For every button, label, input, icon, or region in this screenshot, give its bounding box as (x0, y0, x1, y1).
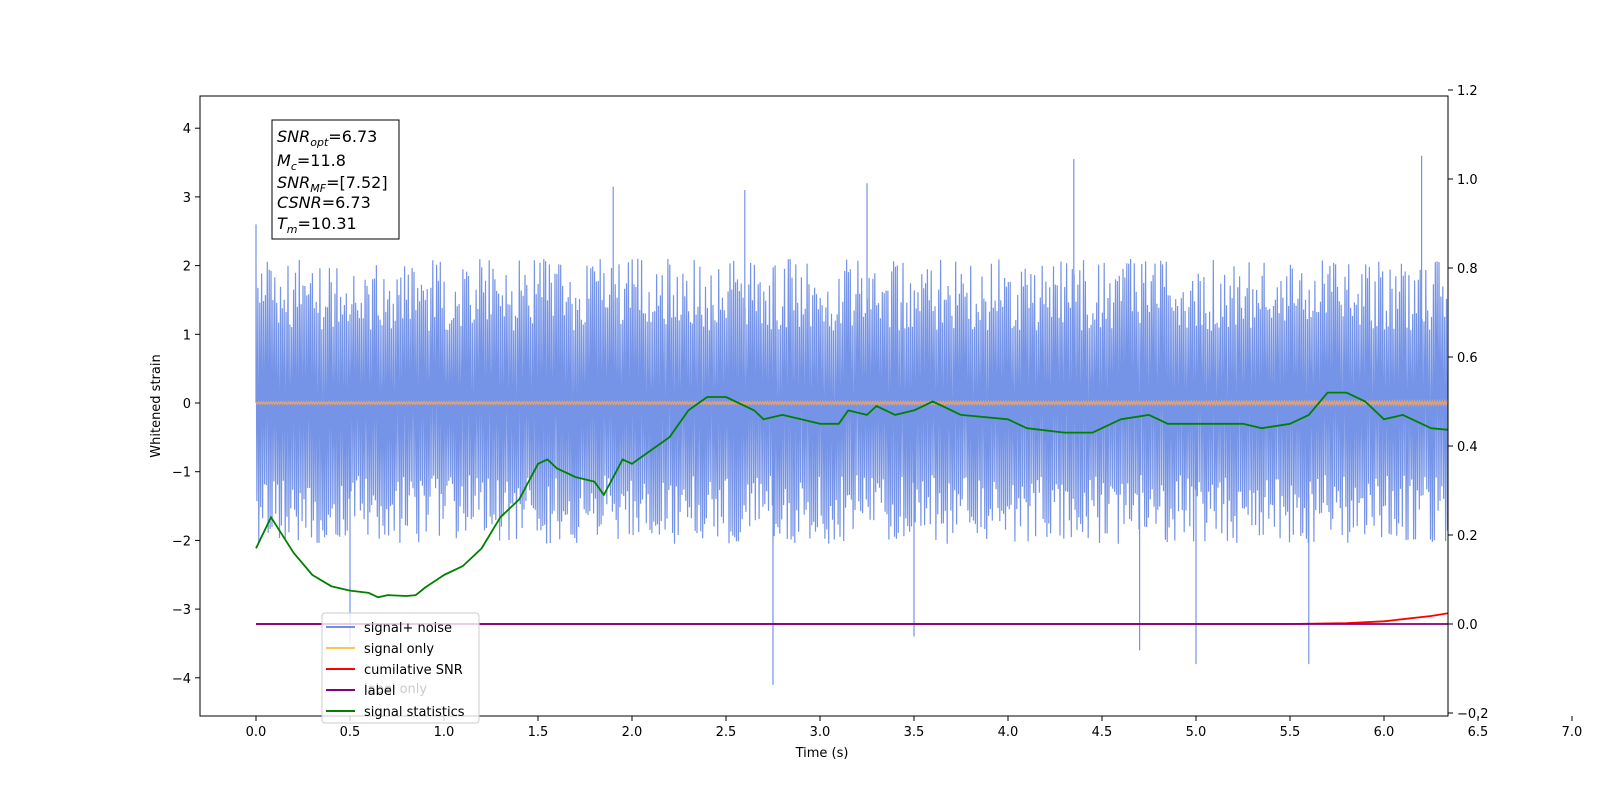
y2-tick-label: 0.6 (1457, 351, 1478, 366)
x-tick-label: 2.0 (622, 725, 643, 740)
legend: label only signal+ noise signal only cumil… (321, 612, 480, 724)
y2-tick-label: 1.2 (1457, 84, 1478, 99)
series-cumulative-snr (256, 612, 1448, 625)
legend-label: signal+ noise (364, 621, 452, 636)
y2-tick-label: −0.2 (1457, 707, 1489, 722)
annotation-mc: Mc=11.8 (277, 151, 346, 173)
y2-tick-label: 1.0 (1457, 173, 1478, 188)
annotation-csnr: CSNR=6.73 (277, 193, 371, 212)
y-tick-label: −2 (172, 534, 191, 549)
x-tick-label: 7.0 (1562, 725, 1583, 740)
x-tick-label: 6.5 (1468, 725, 1489, 740)
series-signal-noise (255, 155, 1448, 685)
y-tick-label: 0 (183, 397, 191, 412)
x-axis: 0.0 0.5 1.0 1.5 2.0 2.5 3.0 3.5 4.0 4.5 5.0 5.5 6.0 6… (246, 716, 1583, 740)
x-tick-label: 1.5 (528, 725, 549, 740)
parameter-annotation: SNRopt=6.73 Mc=11.8 SNRMF=[7.52] CSNR=6.… (271, 119, 400, 240)
plot-frame (199, 95, 1449, 717)
y2-tick-label: 0.2 (1457, 529, 1478, 544)
y-tick-label: 2 (183, 260, 191, 275)
x-axis-label: Time (s) (795, 746, 849, 761)
x-tick-label: 4.5 (1092, 725, 1113, 740)
x-tick-label: 0.0 (246, 725, 267, 740)
legend-frame (321, 612, 480, 724)
legend-label: signal only (364, 642, 434, 657)
x-tick-label: 5.5 (1280, 725, 1301, 740)
legend-label: signal statistics (364, 705, 465, 720)
y-axis-right: 1.2 1.0 0.8 0.6 0.4 0.2 0.0 −0.2 (1448, 84, 1489, 722)
annotation-tm: Tm=10.31 (277, 214, 357, 236)
annotation-frame (271, 119, 400, 240)
x-tick-label: 1.0 (434, 725, 455, 740)
x-tick-label: 5.0 (1186, 725, 1207, 740)
y-tick-label: 4 (183, 122, 191, 137)
annotation-snr-mf: SNRMF=[7.52] (277, 173, 388, 195)
y2-tick-label: 0.4 (1457, 440, 1478, 455)
x-tick-label: 2.5 (716, 725, 737, 740)
annotation-snr-opt: SNRopt=6.73 (277, 127, 377, 149)
x-tick-label: 0.5 (340, 725, 361, 740)
x-tick-label: 4.0 (998, 725, 1019, 740)
legend-label: cumilative SNR (364, 663, 463, 678)
y-tick-label: −4 (172, 672, 191, 687)
y-axis-left: 4 3 2 1 0 −1 −2 −3 −4 (172, 122, 200, 687)
y-axis-label: Whitened strain (149, 354, 164, 457)
y-tick-label: 1 (183, 328, 191, 343)
y2-tick-label: 0.0 (1457, 618, 1478, 633)
series-layer (255, 155, 1448, 685)
series-signal-statistics (255, 391, 1448, 599)
y-tick-label: −1 (172, 466, 191, 481)
legend-ghost-label-only: label only (364, 682, 427, 697)
series-signal-only (255, 399, 1448, 407)
legend-label: label (364, 684, 395, 699)
x-tick-label: 6.0 (1374, 725, 1395, 740)
y2-tick-label: 0.8 (1457, 262, 1478, 277)
y-tick-label: −3 (172, 603, 191, 618)
x-tick-label: 3.0 (810, 725, 831, 740)
y-tick-label: 3 (183, 191, 191, 206)
x-tick-label: 3.5 (904, 725, 925, 740)
